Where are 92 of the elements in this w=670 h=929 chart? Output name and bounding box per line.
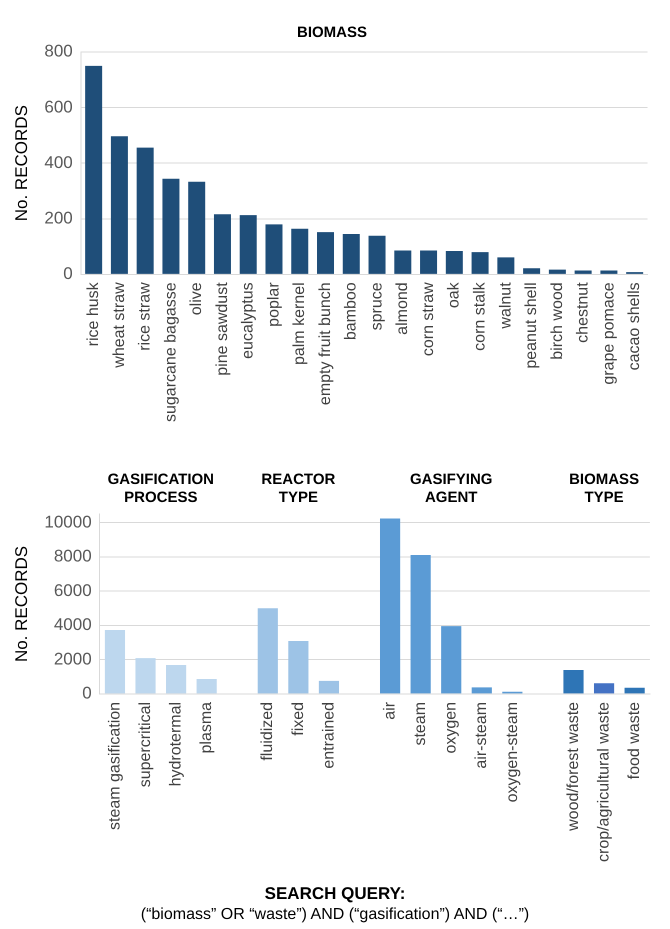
bar: [600, 270, 618, 274]
bar: [574, 270, 592, 274]
x-tick-label: pine sawdust: [214, 282, 231, 376]
x-tick-label: peanut shell: [523, 282, 540, 369]
x-tick-label: hydrotermal: [168, 702, 184, 786]
bar: [563, 670, 584, 694]
x-tick-label: corn stalk: [471, 281, 488, 351]
x-tick-label: fixed: [290, 702, 307, 736]
bar: [548, 270, 566, 274]
bar: [472, 687, 492, 694]
x-tick-label: bamboo: [342, 282, 360, 340]
bar: [368, 236, 386, 274]
x-tick-label: olive: [188, 282, 206, 316]
x-tick-label: walnut: [497, 282, 514, 330]
x-tick-label: air-steam: [473, 702, 490, 769]
chart-title: BIOMASS: [296, 24, 368, 42]
bar: [523, 268, 540, 274]
x-tick-label: oxygen: [442, 702, 460, 754]
text: GASIFICATION PROCESS: [108, 471, 214, 506]
bar: [441, 626, 462, 694]
text: (“biomass” OR “waste”) AND (“gasification”) AND (“…”): [140, 906, 530, 924]
x-tick-label: oxygen-steam: [504, 702, 521, 802]
y-tick-label: 6000: [54, 580, 92, 600]
x-tick-label: wheat straw: [110, 282, 128, 369]
bar: [135, 658, 156, 694]
x-tick-label: rice straw: [136, 282, 154, 351]
x-tick-label: entrained: [320, 702, 338, 769]
bar: [410, 554, 431, 694]
bar: [288, 640, 308, 694]
x-tick-label: steam: [412, 702, 430, 746]
x-tick-label: cacao shells: [626, 282, 644, 370]
bar: [342, 234, 360, 274]
y-axis-title: No. RECORDS: [12, 546, 31, 662]
x-tick-label: air: [381, 701, 398, 720]
bar: [166, 664, 186, 694]
bar: [472, 252, 489, 274]
x-tick-label: wood/forest waste: [564, 702, 582, 832]
bar: [497, 257, 514, 274]
x-tick-label: crop/agricultural waste: [595, 702, 612, 862]
bar: [85, 66, 102, 274]
bar: [136, 148, 154, 274]
bar: [318, 680, 340, 694]
bar: [317, 232, 334, 274]
bar: [240, 215, 257, 274]
y-tick-label: 200: [44, 208, 73, 228]
y-tick-label: 8000: [54, 546, 92, 566]
text: SEARCH QUERY:: [264, 884, 406, 904]
bar: [291, 228, 308, 274]
x-tick-label: supercritical: [136, 702, 154, 788]
bar: [394, 250, 412, 274]
y-tick-label: 4000: [54, 615, 92, 634]
x-tick-label: palm kernel: [291, 282, 308, 366]
x-tick-label: corn straw: [420, 282, 437, 356]
x-tick-label: poplar: [265, 282, 282, 327]
text: BIOMASS TYPE: [569, 471, 640, 506]
y-tick-label: 800: [44, 42, 73, 61]
text: REACTOR TYPE: [261, 471, 336, 506]
x-tick-label: steam gasification: [106, 702, 124, 830]
x-tick-label: chestnut: [574, 282, 592, 343]
x-tick-label: spruce: [368, 282, 386, 330]
y-tick-label: 10000: [44, 512, 92, 532]
bar: [104, 630, 126, 694]
bar: [380, 518, 400, 694]
y-axis-title: No. RECORDS: [12, 105, 31, 222]
x-tick-label: empty fruit bunch: [316, 282, 334, 406]
bar: [624, 688, 645, 694]
y-tick-label: 2000: [54, 649, 92, 668]
y-tick-label: 0: [63, 264, 73, 284]
x-tick-label: sugarcane bagasse: [162, 282, 180, 422]
x-tick-label: fluidized: [259, 702, 276, 761]
y-tick-label: 0: [82, 684, 92, 703]
bar: [214, 214, 231, 274]
x-tick-label: almond: [394, 282, 412, 335]
bar: [196, 679, 217, 694]
x-tick-label: food waste: [626, 702, 644, 780]
y-tick-label: 600: [44, 97, 73, 116]
bar: [446, 251, 463, 274]
x-tick-label: rice husk: [85, 281, 102, 346]
x-tick-label: plasma: [198, 702, 216, 754]
y-tick-label: 400: [44, 152, 73, 172]
x-tick-label: oak: [446, 281, 463, 308]
bar: [188, 182, 206, 274]
bar: [162, 178, 180, 274]
bar: [110, 136, 128, 274]
x-tick-label: grape pomace: [600, 282, 618, 385]
bar: [265, 224, 282, 274]
x-tick-label: birch wood: [548, 282, 566, 360]
x-tick-label: eucalyptus: [240, 282, 257, 359]
text: GASIFYING AGENT: [410, 471, 492, 506]
bar: [258, 608, 278, 694]
bar: [420, 250, 438, 274]
bar: [594, 683, 614, 694]
